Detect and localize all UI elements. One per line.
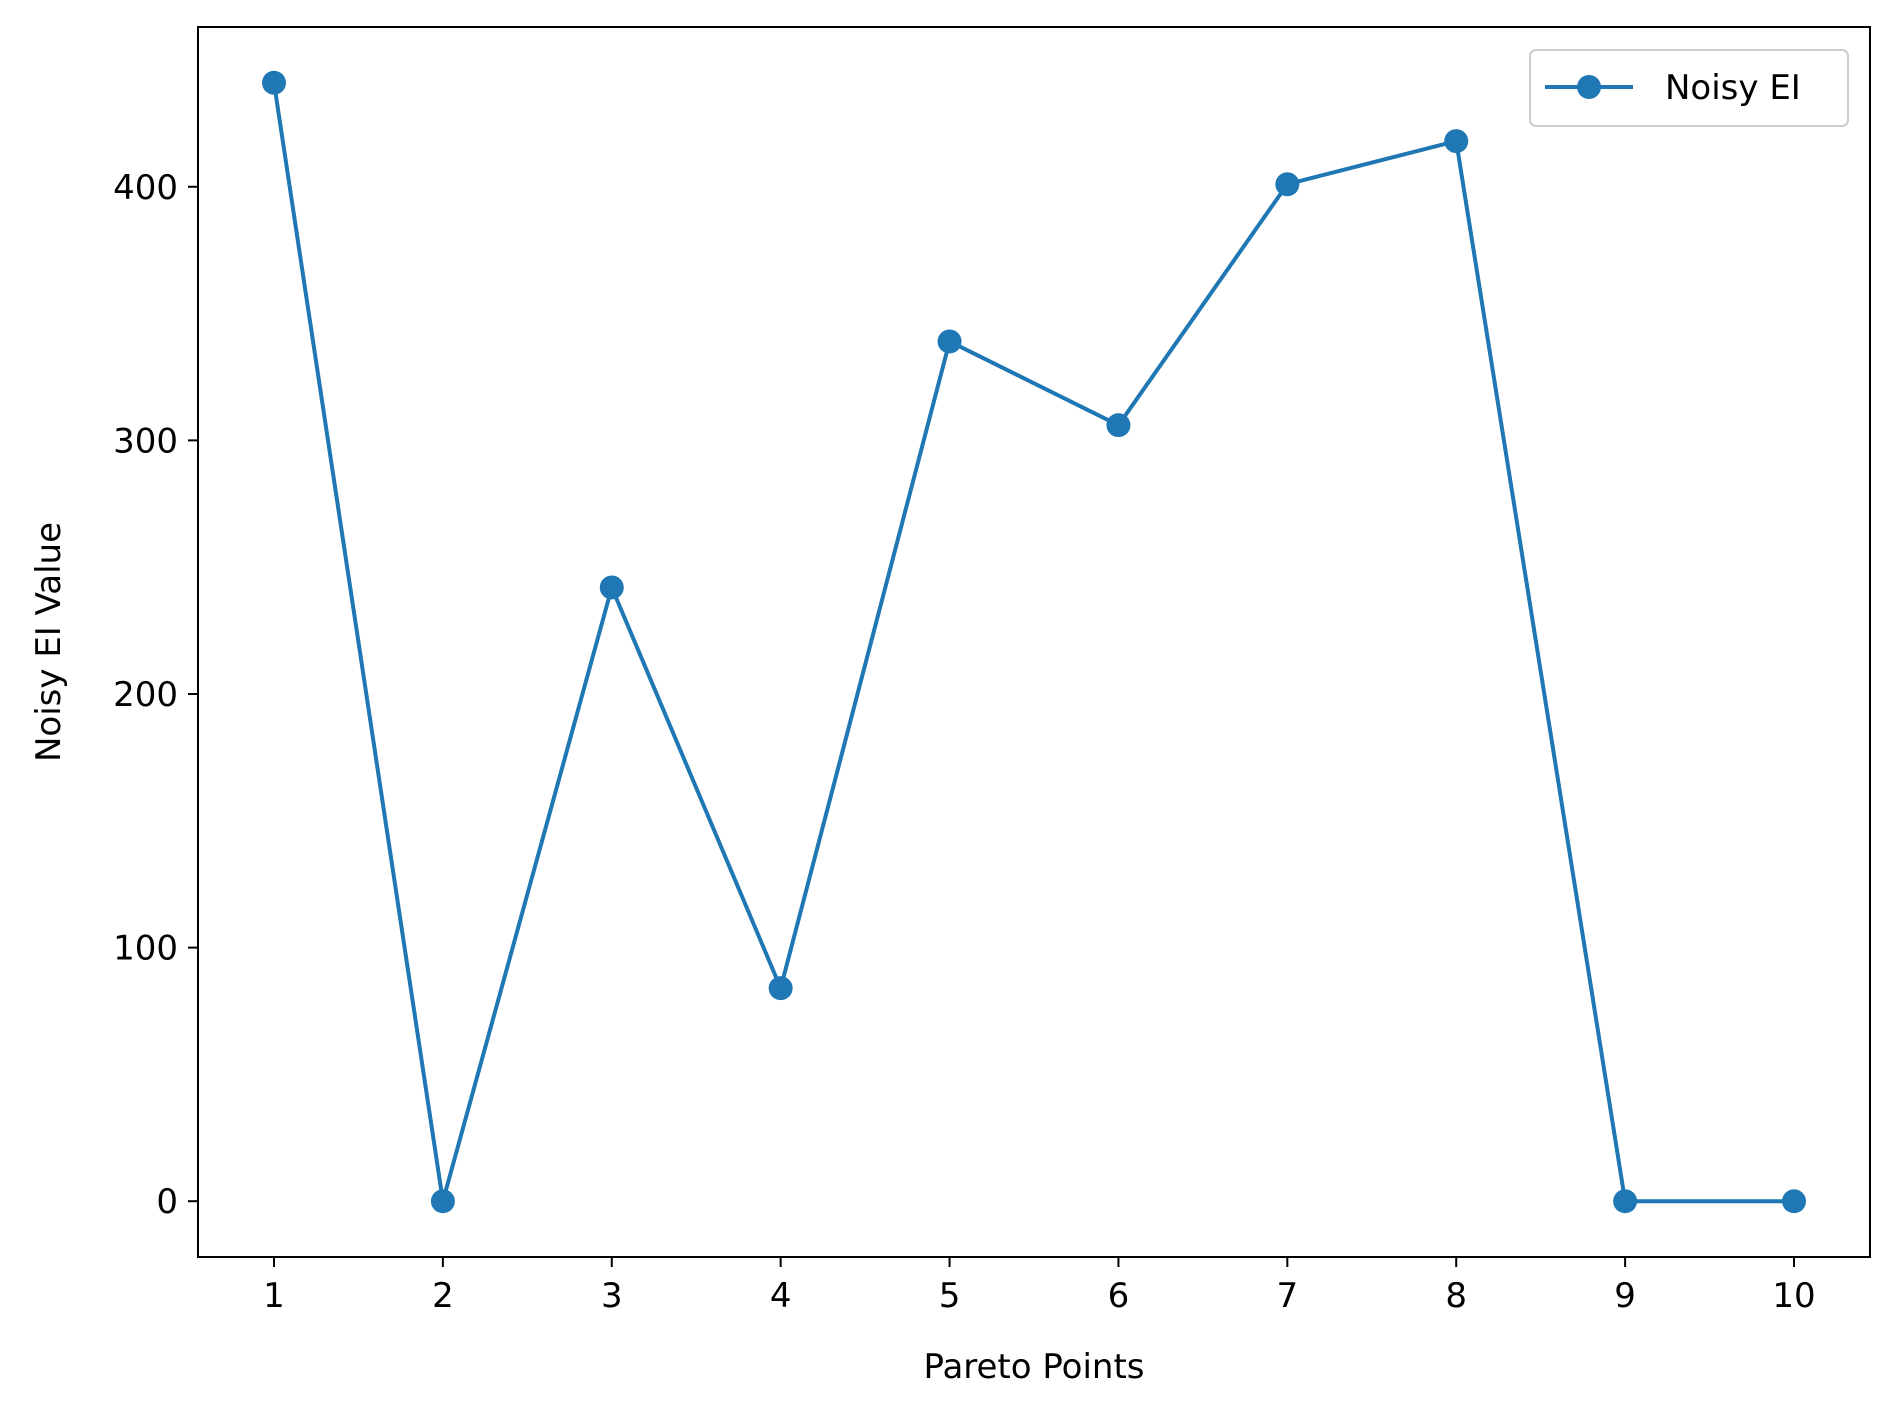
x-axis-label: Pareto Points bbox=[923, 1347, 1144, 1387]
legend: Noisy EI bbox=[1529, 49, 1849, 127]
data-point bbox=[1444, 129, 1469, 154]
plot-frame bbox=[197, 26, 1871, 1258]
data-point bbox=[262, 70, 286, 95]
x-tick-label: 3 bbox=[601, 1276, 623, 1316]
legend-marker-swatch bbox=[1577, 75, 1601, 99]
y-tick-label: 100 bbox=[113, 929, 178, 969]
data-point bbox=[1275, 172, 1300, 197]
data-point bbox=[1782, 1189, 1806, 1214]
data-point bbox=[1106, 413, 1131, 438]
x-tick-label: 7 bbox=[1277, 1276, 1299, 1316]
y-axis-label: Noisy EI Value bbox=[29, 522, 69, 762]
y-tick-label: 300 bbox=[113, 421, 178, 461]
data-point bbox=[1613, 1189, 1638, 1214]
x-tick-label: 5 bbox=[939, 1276, 961, 1316]
data-point bbox=[430, 1189, 455, 1214]
y-tick-label: 200 bbox=[113, 675, 178, 715]
data-point bbox=[768, 976, 793, 1001]
x-tick-label: 10 bbox=[1772, 1276, 1815, 1316]
y-tick-label: 400 bbox=[113, 168, 178, 208]
data-series bbox=[262, 70, 1806, 1214]
series-line bbox=[272, 82, 1794, 1204]
x-tick-label: 4 bbox=[770, 1276, 792, 1316]
data-point bbox=[599, 575, 624, 600]
x-tick-label: 9 bbox=[1614, 1276, 1636, 1316]
x-tick-label: 8 bbox=[1445, 1276, 1467, 1316]
legend-box bbox=[1529, 49, 1849, 127]
x-tick-label: 1 bbox=[263, 1276, 285, 1316]
data-point bbox=[937, 329, 962, 354]
y-tick-label: 0 bbox=[156, 1182, 178, 1222]
x-tick-label: 6 bbox=[1108, 1276, 1130, 1316]
legend-label: Noisy EI bbox=[1665, 68, 1801, 108]
x-tick-label: 2 bbox=[432, 1276, 454, 1316]
